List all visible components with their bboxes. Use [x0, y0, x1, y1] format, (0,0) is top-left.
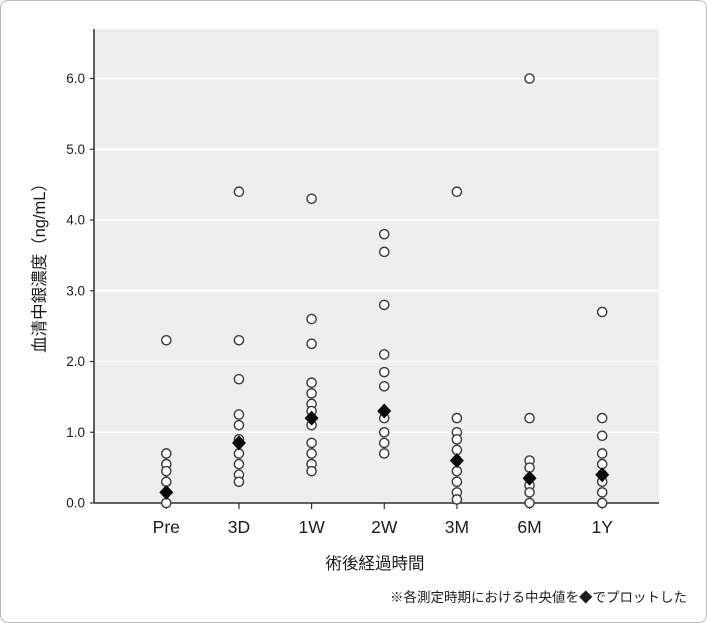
data-point-circle: [451, 186, 463, 198]
data-point-circle: [233, 373, 245, 385]
data-point-circle: [378, 349, 390, 360]
x-axis-title: 術後経過時間: [326, 554, 425, 573]
data-point-circle: [378, 426, 390, 438]
data-point-circle: [596, 306, 608, 318]
data-point-circle: [596, 497, 608, 509]
data-point-circle: [596, 430, 608, 442]
data-point-circle: [378, 366, 390, 378]
y-tick-label: 6.0: [66, 71, 85, 86]
x-tick-label: 1W: [298, 517, 325, 537]
data-point-circle: [306, 377, 317, 389]
data-point-circle: [378, 299, 390, 311]
data-point-circle: [233, 334, 245, 346]
median-diamond: [304, 410, 319, 426]
x-tick-label: Pre: [153, 517, 180, 537]
data-point-circle: [596, 487, 608, 498]
plot-area: 0.0 1.0 2.0 3.0 4.0 5.0 6.0 Pre 3D 1W 2W 3M 6M 1Y: [66, 29, 659, 537]
y-tick-label: 0.0: [66, 496, 85, 511]
data-point-circle: [233, 409, 245, 420]
data-point-circle: [451, 434, 463, 445]
data-point-circle: [524, 412, 535, 424]
x-tick-label: 6M: [517, 517, 541, 537]
data-point-circle: [524, 73, 535, 84]
y-tick-label: 2.0: [66, 354, 85, 369]
y-tick-label: 4.0: [66, 213, 85, 228]
median-diamond: [159, 484, 174, 500]
y-tick-label: 3.0: [66, 283, 85, 298]
median-diamond: [449, 453, 464, 469]
data-point-circle: [233, 186, 245, 198]
data-point-circle: [378, 228, 390, 240]
data-point-circle: [524, 497, 535, 509]
x-tick-label: 2W: [371, 517, 398, 537]
data-point-circle: [596, 448, 608, 459]
data-point-circle: [306, 448, 317, 459]
median-diamond: [231, 435, 246, 451]
data-point-circle: [233, 419, 245, 431]
data-point-circle: [306, 193, 317, 205]
y-tick-label: 5.0: [66, 142, 85, 157]
data-point-circle: [306, 313, 317, 325]
median-diamond: [595, 467, 610, 483]
plot-background: [94, 29, 659, 503]
median-diamond: [522, 470, 537, 486]
data-point-circle: [306, 465, 317, 477]
data-point-circle: [378, 380, 390, 392]
data-point-circle: [306, 338, 317, 350]
data-point-circle: [233, 476, 245, 488]
x-tick-label: 3M: [445, 517, 469, 537]
data-point-circle: [160, 334, 172, 346]
data-point-circle: [378, 448, 390, 459]
data-point-circle: [451, 494, 463, 505]
data-point-circle: [160, 448, 172, 459]
data-point-circle: [306, 388, 317, 399]
median-diamond: [377, 403, 392, 419]
data-point-circle: [451, 412, 463, 424]
data-point-circle: [378, 246, 390, 258]
y-axis-title: 血清中銀濃度（ng/mL）: [30, 175, 49, 353]
data-point-circle: [451, 476, 463, 488]
x-tick-label: 3D: [228, 517, 250, 537]
data-point-circle: [233, 458, 245, 470]
x-tick-label: 1Y: [591, 517, 613, 537]
data-point-circle: [596, 412, 608, 424]
data-point-circle: [160, 465, 172, 477]
median-footnote: ※各測定時期における中央値を◆でプロットした: [390, 590, 687, 605]
data-point-circle: [306, 437, 317, 449]
data-point-circle: [378, 437, 390, 449]
data-point-circle: [524, 487, 535, 498]
y-tick-label: 1.0: [66, 425, 85, 440]
